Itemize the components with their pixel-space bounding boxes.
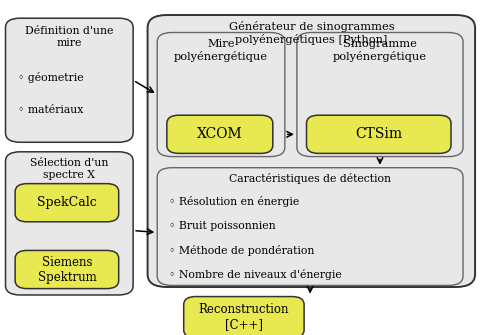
Text: Mire
polyénergétique: Mire polyénergétique — [174, 39, 268, 62]
Text: ◦ Résolution en énergie: ◦ Résolution en énergie — [169, 196, 299, 207]
FancyBboxPatch shape — [15, 184, 119, 222]
Text: SpekCalc: SpekCalc — [37, 196, 97, 209]
Text: Caractéristiques de détection: Caractéristiques de détection — [229, 174, 391, 185]
Text: ◦ Méthode de pondération: ◦ Méthode de pondération — [169, 245, 314, 256]
FancyBboxPatch shape — [297, 32, 463, 156]
Text: ◦ géometrie: ◦ géometrie — [17, 72, 83, 82]
FancyBboxPatch shape — [167, 115, 273, 153]
Text: Sélection d'un
spectre X: Sélection d'un spectre X — [30, 158, 109, 180]
Text: Siemens
Spektrum: Siemens Spektrum — [38, 256, 96, 283]
Text: Générateur de sinogrammes
polyénergétiques [Python]: Générateur de sinogrammes polyénergétiqu… — [228, 21, 394, 45]
FancyBboxPatch shape — [15, 251, 119, 289]
FancyBboxPatch shape — [5, 18, 133, 142]
Text: Définition d'une
mire: Définition d'une mire — [25, 26, 114, 48]
FancyBboxPatch shape — [157, 32, 285, 156]
Text: ◦ matériaux: ◦ matériaux — [17, 106, 83, 116]
FancyBboxPatch shape — [307, 115, 451, 153]
Text: ◦ Nombre de niveaux d'énergie: ◦ Nombre de niveaux d'énergie — [169, 269, 342, 280]
Text: Sinogramme
polyénergétique: Sinogramme polyénergétique — [333, 39, 427, 62]
Text: Reconstruction
[C++]: Reconstruction [C++] — [199, 303, 289, 331]
FancyBboxPatch shape — [5, 152, 133, 295]
FancyBboxPatch shape — [184, 296, 304, 335]
Text: XCOM: XCOM — [197, 127, 242, 141]
FancyBboxPatch shape — [148, 15, 475, 287]
FancyBboxPatch shape — [157, 168, 463, 285]
Text: CTSim: CTSim — [355, 127, 402, 141]
Text: ◦ Bruit poissonnien: ◦ Bruit poissonnien — [169, 221, 276, 230]
